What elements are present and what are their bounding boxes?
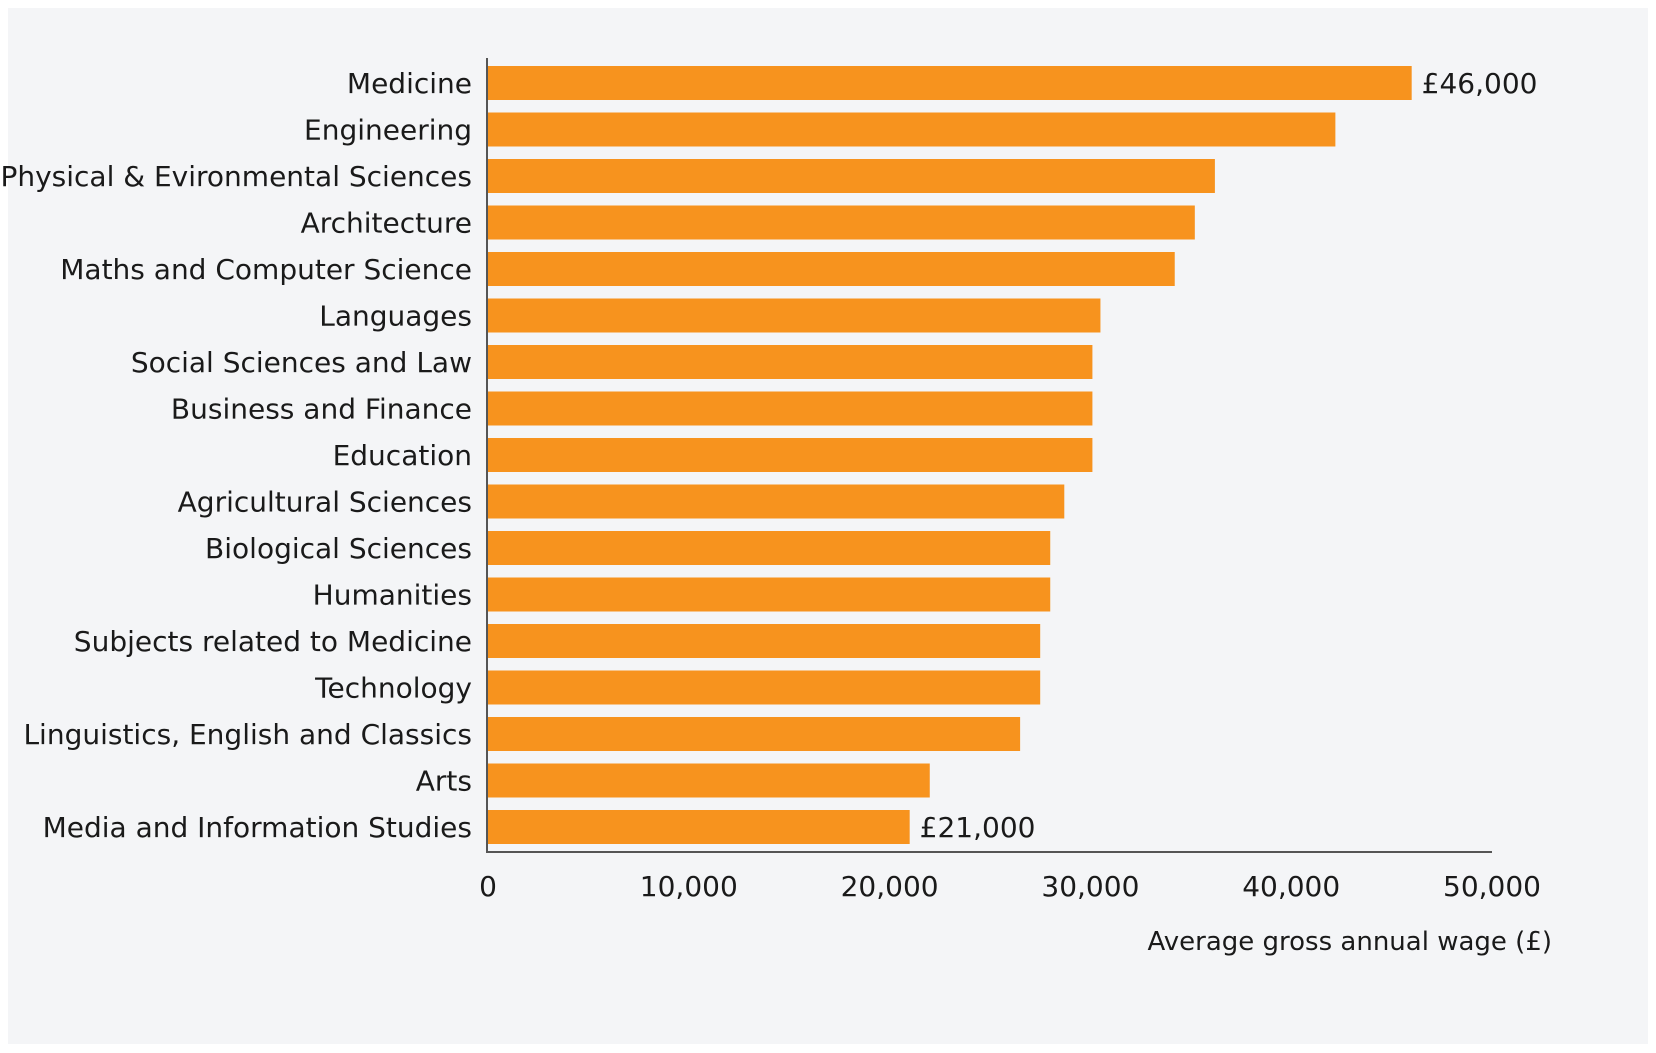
bar-linguistics-english-and-classics (488, 717, 1021, 751)
bar-medicine (488, 66, 1412, 100)
x-tick-label-50000: 50,000 (1443, 870, 1541, 903)
category-label-biological-sciences: Biological Sciences (205, 532, 472, 565)
x-tick-label-30000: 30,000 (1041, 870, 1139, 903)
x-tick-label-0: 0 (479, 870, 497, 903)
category-label-subjects-related-to-medicine: Subjects related to Medicine (74, 625, 472, 658)
bars-group (488, 66, 1412, 844)
bar-biological-sciences (488, 531, 1051, 565)
bar-maths-and-computer-science (488, 252, 1175, 286)
category-label-medicine: Medicine (347, 67, 472, 100)
category-label-education: Education (333, 439, 472, 472)
data-label-medicine: £46,000 (1422, 67, 1538, 100)
category-label-languages: Languages (319, 300, 472, 333)
bar-education (488, 438, 1093, 472)
bar-engineering (488, 112, 1336, 147)
bar-media-and-information-studies (488, 810, 910, 844)
data-labels-group: £46,000 £21,000 (920, 67, 1538, 844)
data-label-media-and-information-studies: £21,000 (920, 811, 1036, 844)
category-label-business-and-finance: Business and Finance (171, 393, 472, 426)
bar-languages (488, 298, 1101, 333)
category-label-technology: Technology (314, 672, 472, 705)
category-label-humanities: Humanities (313, 579, 472, 612)
bar-architecture (488, 205, 1195, 240)
category-labels-group: Medicine Engineering Physical & Evironment… (0, 67, 472, 844)
bar-arts (488, 763, 930, 798)
bar-subjects-related-to-medicine (488, 624, 1041, 658)
category-label-agricultural-sciences: Agricultural Sciences (178, 486, 472, 519)
category-label-arts: Arts (416, 765, 472, 798)
x-tick-label-40000: 40,000 (1242, 870, 1340, 903)
bar-humanities (488, 577, 1051, 612)
bar-physical-and-evironmental-sciences (488, 159, 1215, 193)
category-label-architecture: Architecture (301, 207, 472, 240)
category-label-media-and-information-studies: Media and Information Studies (43, 811, 472, 844)
bar-agricultural-sciences (488, 484, 1065, 519)
bar-technology (488, 670, 1041, 705)
category-label-engineering: Engineering (304, 114, 472, 147)
category-label-maths-and-computer-science: Maths and Computer Science (60, 253, 472, 286)
category-label-social-sciences-and-law: Social Sciences and Law (131, 346, 472, 379)
category-label-linguistics-english-and-classics: Linguistics, English and Classics (23, 718, 472, 751)
bar-social-sciences-and-law (488, 345, 1093, 379)
category-label-physical-and-evironmental-sciences: Physical & Evironmental Sciences (0, 160, 472, 193)
x-tick-label-10000: 10,000 (640, 870, 738, 903)
x-tick-labels-group: 0 10,000 20,000 30,000 40,000 50,000 (479, 870, 1541, 903)
x-tick-label-20000: 20,000 (841, 870, 939, 903)
x-axis-title: Average gross annual wage (£) (1148, 927, 1553, 957)
bar-business-and-finance (488, 391, 1093, 426)
